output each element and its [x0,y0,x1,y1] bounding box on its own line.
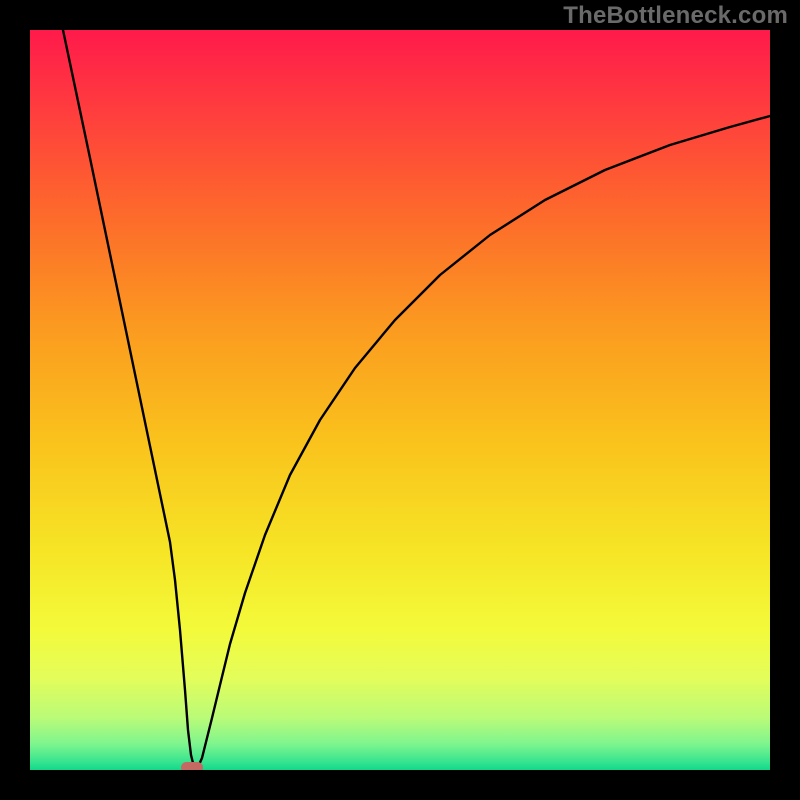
optimal-point-marker [181,762,203,770]
chart-border-right [770,0,800,800]
bottleneck-chart [30,30,770,770]
chart-border-left [0,0,30,800]
chart-border-bottom [0,770,800,800]
watermark-text: TheBottleneck.com [563,2,788,30]
